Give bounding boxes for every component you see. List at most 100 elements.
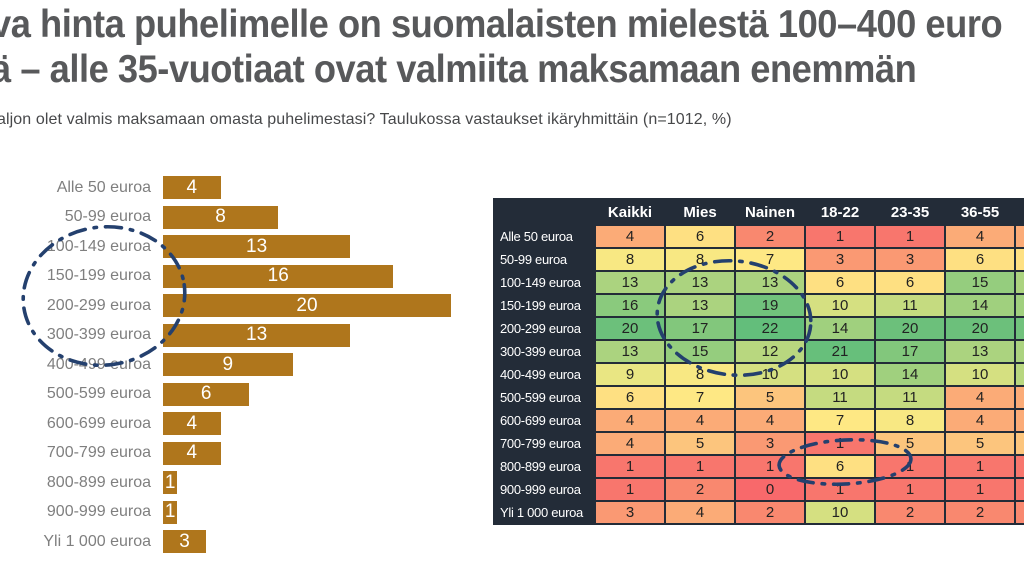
table-value-cell: 10 <box>736 364 804 385</box>
bar-row: 500-599 euroa 6 <box>0 380 480 410</box>
table-value-cell: 11 <box>806 387 874 408</box>
bar-row: 400-499 euroa 9 <box>0 350 480 380</box>
bar-category-label: 200-299 euroa <box>46 296 151 314</box>
table-value-cell: 4 <box>946 410 1014 431</box>
bar: 1 <box>163 500 178 524</box>
table-value-cell: 5 <box>876 433 944 454</box>
table-row-label: 700-799 euroa <box>495 433 594 454</box>
bar-category-label: 800-899 euroa <box>46 473 151 491</box>
table-value-cell: 5 <box>736 387 804 408</box>
table-corner-cell <box>495 200 594 224</box>
table-column-header: Kaikki <box>596 200 664 224</box>
bar-row: Alle 50 euroa 4 <box>0 173 480 203</box>
table-value-cell: 4 <box>596 410 664 431</box>
table-value-cell: 13 <box>596 272 664 293</box>
table-value-cell: 4 <box>666 502 734 523</box>
table-value-cell: 1 <box>946 456 1014 477</box>
table-value-cell: 13 <box>596 341 664 362</box>
title-line-1: va hinta puhelimelle on suomalaisten mie… <box>0 3 1003 46</box>
table-value-cell: 10 <box>806 364 874 385</box>
table-row-label: 900-999 euroa <box>495 479 594 500</box>
bar: 16 <box>163 264 394 288</box>
bar-category-label: 150-199 euroa <box>46 267 151 285</box>
table-value-cell: 4 <box>596 226 664 247</box>
table-value-cell: 4 <box>946 387 1014 408</box>
table-column-header: 18-22 <box>806 200 874 224</box>
table-value-cell: 17 <box>666 318 734 339</box>
table-value-cell: 7 <box>666 387 734 408</box>
bar-category-label: 300-399 euroa <box>46 326 151 344</box>
table-value-cell: 13 <box>946 341 1014 362</box>
chart-subtitle: aljon olet valmis maksamaan omasta puhel… <box>0 111 732 128</box>
table-column-header: 36-55 <box>946 200 1014 224</box>
table-value-cell: 10 <box>806 502 874 523</box>
table-value-cell: 4 <box>596 433 664 454</box>
bar-row: 100-149 euroa 13 <box>0 232 480 262</box>
table-value-cell: 4 <box>946 226 1014 247</box>
bar-category-label: Yli 1 000 euroa <box>43 532 151 550</box>
bar: 4 <box>163 441 221 465</box>
bar-category-label: 400-499 euroa <box>46 355 151 373</box>
table-value-cell: 1 <box>946 479 1014 500</box>
bar-value-label: 4 <box>186 442 198 464</box>
table-value-cell: 2 <box>876 502 944 523</box>
table-value-cell: 2 <box>736 502 804 523</box>
bar-value-label: 1 <box>164 471 176 493</box>
table-value-cell: 10 <box>946 364 1014 385</box>
bar-row: 800-899 euroa 1 <box>0 468 480 498</box>
table-value-cell: 7 <box>736 249 804 270</box>
bar-row: 600-699 euroa 4 <box>0 409 480 439</box>
table-value-cell: 13 <box>666 272 734 293</box>
bar-row: 50-99 euroa 8 <box>0 203 480 233</box>
table-value-cell: 6 <box>806 272 874 293</box>
bar-value-label: 16 <box>267 265 289 287</box>
bar-value-label: 1 <box>164 501 176 523</box>
table-value-cell: 1 <box>806 433 874 454</box>
price-bar-chart: Alle 50 euroa 4 50-99 euroa 8 100-149 euroa 1… <box>0 173 480 557</box>
bar: 20 <box>163 294 451 318</box>
table-cutoff-cell <box>1016 295 1024 316</box>
bar: 13 <box>163 323 351 347</box>
bar-category-label: Alle 50 euroa <box>56 178 151 196</box>
table-value-cell: 7 <box>806 410 874 431</box>
table-row-label: 800-899 euroa <box>495 456 594 477</box>
table-value-cell: 1 <box>876 479 944 500</box>
table-value-cell: 6 <box>666 226 734 247</box>
table-row-label: 100-149 euroa <box>495 272 594 293</box>
table-value-cell: 20 <box>876 318 944 339</box>
table-cutoff-cell <box>1016 226 1024 247</box>
table-row-label: 200-299 euroa <box>495 318 594 339</box>
table-column-header-cutoff <box>1016 200 1024 224</box>
table-cutoff-cell <box>1016 387 1024 408</box>
bar: 3 <box>163 530 207 554</box>
table-cutoff-cell <box>1016 364 1024 385</box>
bar: 4 <box>163 176 221 200</box>
table-value-cell: 1 <box>806 479 874 500</box>
table-value-cell: 10 <box>806 295 874 316</box>
table-value-cell: 6 <box>946 249 1014 270</box>
table-value-cell: 1 <box>876 226 944 247</box>
table-cutoff-cell <box>1016 318 1024 339</box>
table-cutoff-cell <box>1016 456 1024 477</box>
page-title: va hinta puhelimelle on suomalaisten mie… <box>0 2 1024 92</box>
table-value-cell: 14 <box>946 295 1014 316</box>
bar-category-label: 50-99 euroa <box>64 208 151 226</box>
table-cutoff-cell <box>1016 341 1024 362</box>
table-value-cell: 8 <box>596 249 664 270</box>
table-value-cell: 5 <box>666 433 734 454</box>
table-value-cell: 11 <box>876 387 944 408</box>
bar-row: 900-999 euroa 1 <box>0 498 480 528</box>
bar-value-label: 6 <box>200 383 212 405</box>
table-cutoff-cell <box>1016 433 1024 454</box>
table-column-header: Nainen <box>736 200 804 224</box>
bar-value-label: 3 <box>179 530 190 552</box>
bar-value-label: 13 <box>246 324 268 346</box>
table-value-cell: 13 <box>736 272 804 293</box>
table-row-label: Alle 50 euroa <box>495 226 594 247</box>
table-value-cell: 6 <box>596 387 664 408</box>
bar: 9 <box>163 353 293 377</box>
table-value-cell: 5 <box>946 433 1014 454</box>
table-column-header: Mies <box>666 200 734 224</box>
table-value-cell: 1 <box>876 456 944 477</box>
